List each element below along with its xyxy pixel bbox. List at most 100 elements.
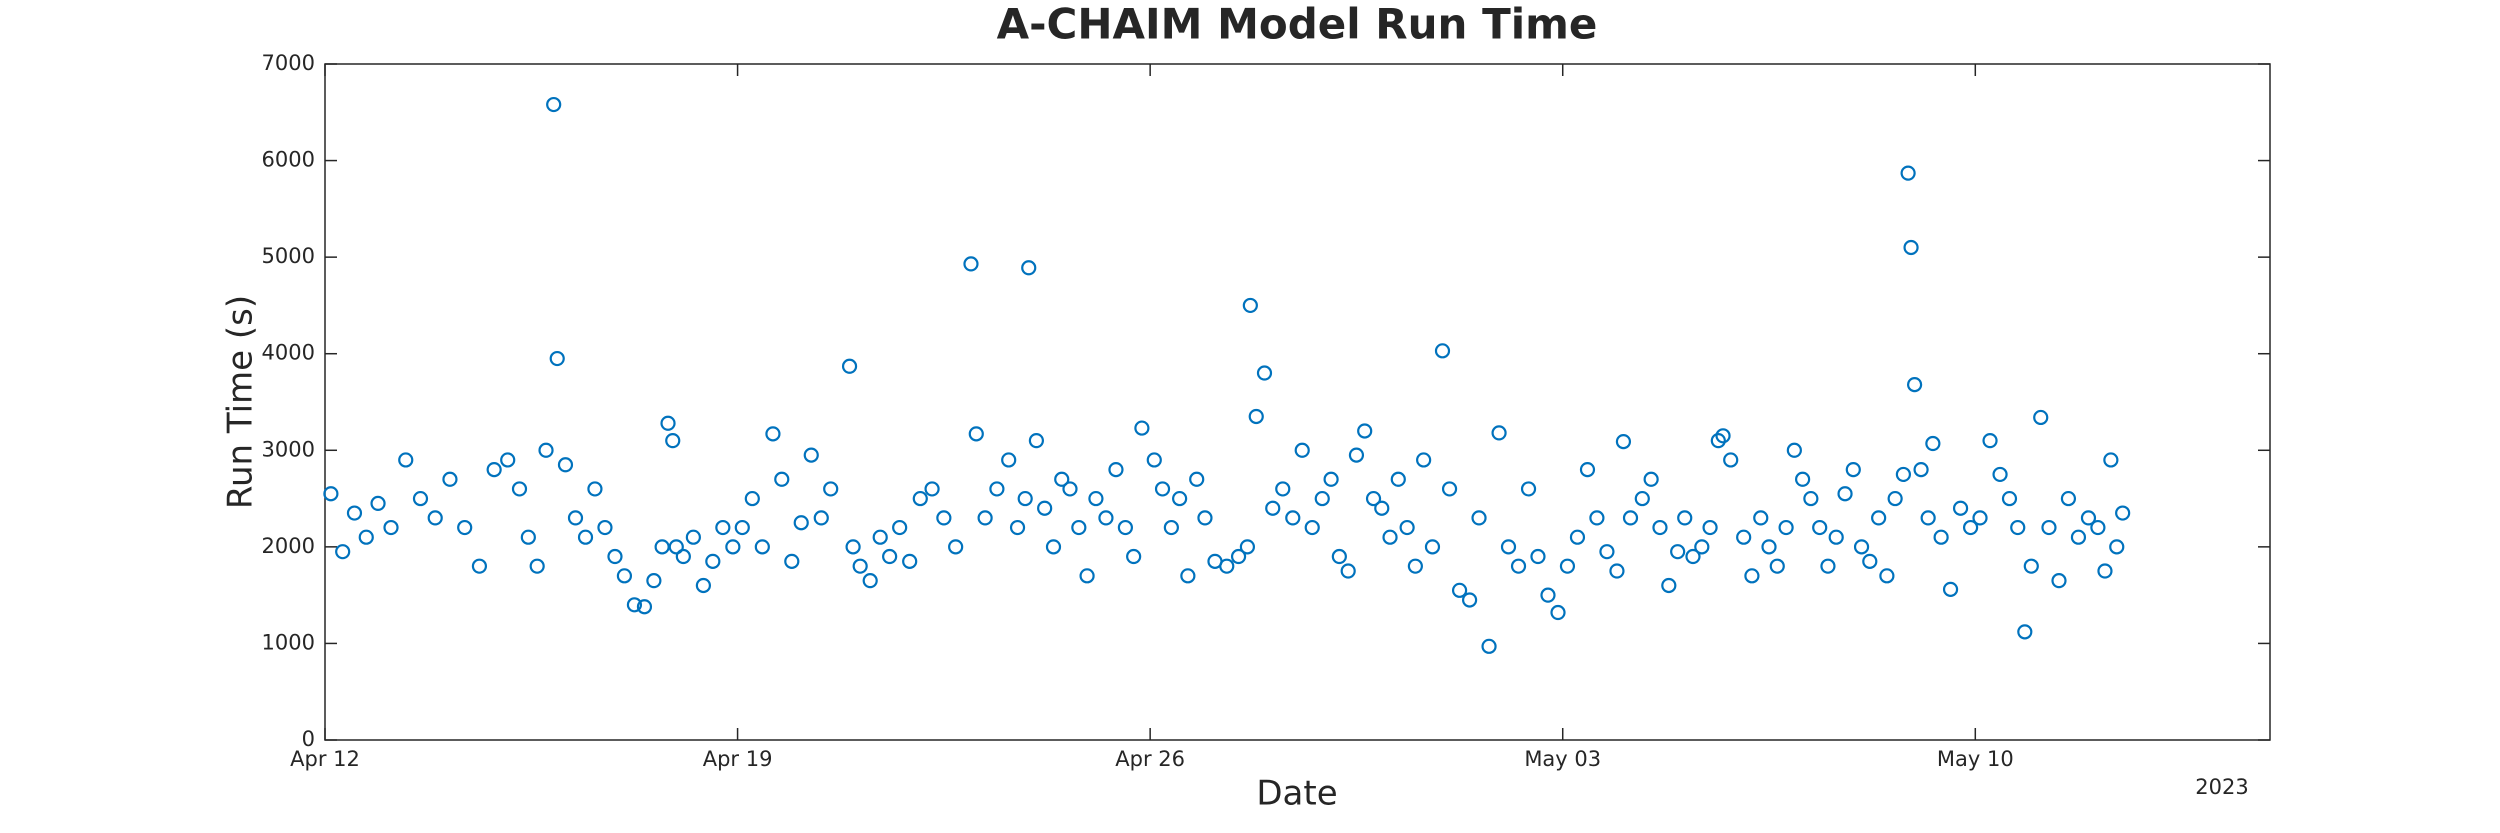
point (725, 539, 741, 555)
point (1520, 481, 1537, 497)
point (1126, 548, 1142, 565)
point (2103, 452, 2119, 468)
point (1079, 568, 1095, 584)
point (1424, 539, 1441, 555)
point (2090, 519, 2106, 536)
point (1416, 452, 1432, 468)
point (665, 433, 681, 449)
point (1331, 548, 1347, 565)
point (1028, 433, 1044, 449)
point (1887, 490, 1903, 507)
point (2041, 519, 2057, 536)
point (1925, 435, 1941, 452)
point (1491, 425, 1507, 441)
point (823, 481, 839, 497)
point (1589, 510, 1605, 526)
point (1845, 462, 1861, 478)
point (2001, 490, 2018, 507)
point (1913, 462, 1929, 478)
point (803, 447, 819, 463)
point (1365, 490, 1382, 507)
x-year-label: 2023 (2195, 775, 2248, 799)
point (1037, 500, 1053, 516)
point (1685, 548, 1701, 565)
plot-frame (324, 63, 2271, 741)
point (685, 529, 701, 545)
point (1952, 500, 1969, 516)
point (1871, 510, 1887, 526)
point (1146, 452, 1162, 468)
point (520, 529, 536, 545)
point (1390, 471, 1406, 487)
point (597, 519, 613, 536)
point (1903, 239, 1919, 256)
point (1643, 471, 1659, 487)
point (1304, 519, 1320, 536)
point (1407, 558, 1423, 574)
point (2109, 539, 2125, 555)
point (557, 457, 574, 473)
y-tick-label: 5000 (262, 244, 315, 268)
point (1942, 581, 1959, 597)
point (1761, 539, 1777, 555)
point (813, 510, 829, 526)
point (1550, 604, 1566, 621)
point (1828, 529, 1844, 545)
y-axis-label: Run Time (s) (221, 295, 261, 509)
point (1933, 529, 1949, 545)
point (1071, 519, 1087, 536)
point (1045, 539, 1062, 555)
point (705, 553, 721, 569)
point (1172, 490, 1188, 507)
point (1992, 466, 2008, 483)
point (1434, 343, 1451, 359)
point (567, 510, 584, 526)
y-tick-label: 4000 (262, 341, 315, 365)
point (1837, 486, 1853, 502)
point (841, 358, 858, 374)
point (744, 490, 760, 507)
point (1108, 462, 1124, 478)
point (872, 529, 888, 545)
point (1710, 433, 1726, 449)
point (1753, 510, 1769, 526)
point (2023, 558, 2039, 574)
point (471, 558, 488, 574)
point (1054, 471, 1070, 487)
point (538, 442, 554, 458)
point (1744, 568, 1760, 584)
point (1219, 558, 1235, 574)
x-axis-label: Date (1256, 774, 1337, 814)
point (1239, 539, 1256, 555)
point (1462, 592, 1478, 608)
point (902, 553, 918, 569)
point (1661, 577, 1677, 594)
point (1098, 510, 1114, 526)
point (2115, 505, 2131, 521)
point (2010, 519, 2026, 536)
point (546, 96, 562, 113)
point (511, 481, 528, 497)
point (1622, 510, 1639, 526)
point (1323, 471, 1339, 487)
point (1314, 490, 1330, 507)
point (1285, 510, 1301, 526)
point (1374, 500, 1390, 516)
point (1340, 563, 1356, 579)
point (323, 486, 339, 502)
point (660, 415, 676, 431)
point (989, 481, 1005, 497)
point (1715, 428, 1731, 444)
point (358, 529, 374, 545)
point (1895, 466, 1911, 483)
point (1820, 558, 1836, 574)
point (924, 481, 940, 497)
point (2017, 624, 2033, 640)
point (912, 490, 928, 507)
point (793, 515, 809, 531)
point (1242, 297, 1258, 314)
y-tick-label: 1000 (262, 630, 315, 654)
y-tick-label: 2000 (262, 534, 315, 558)
point (1702, 519, 1718, 536)
point (577, 529, 594, 545)
